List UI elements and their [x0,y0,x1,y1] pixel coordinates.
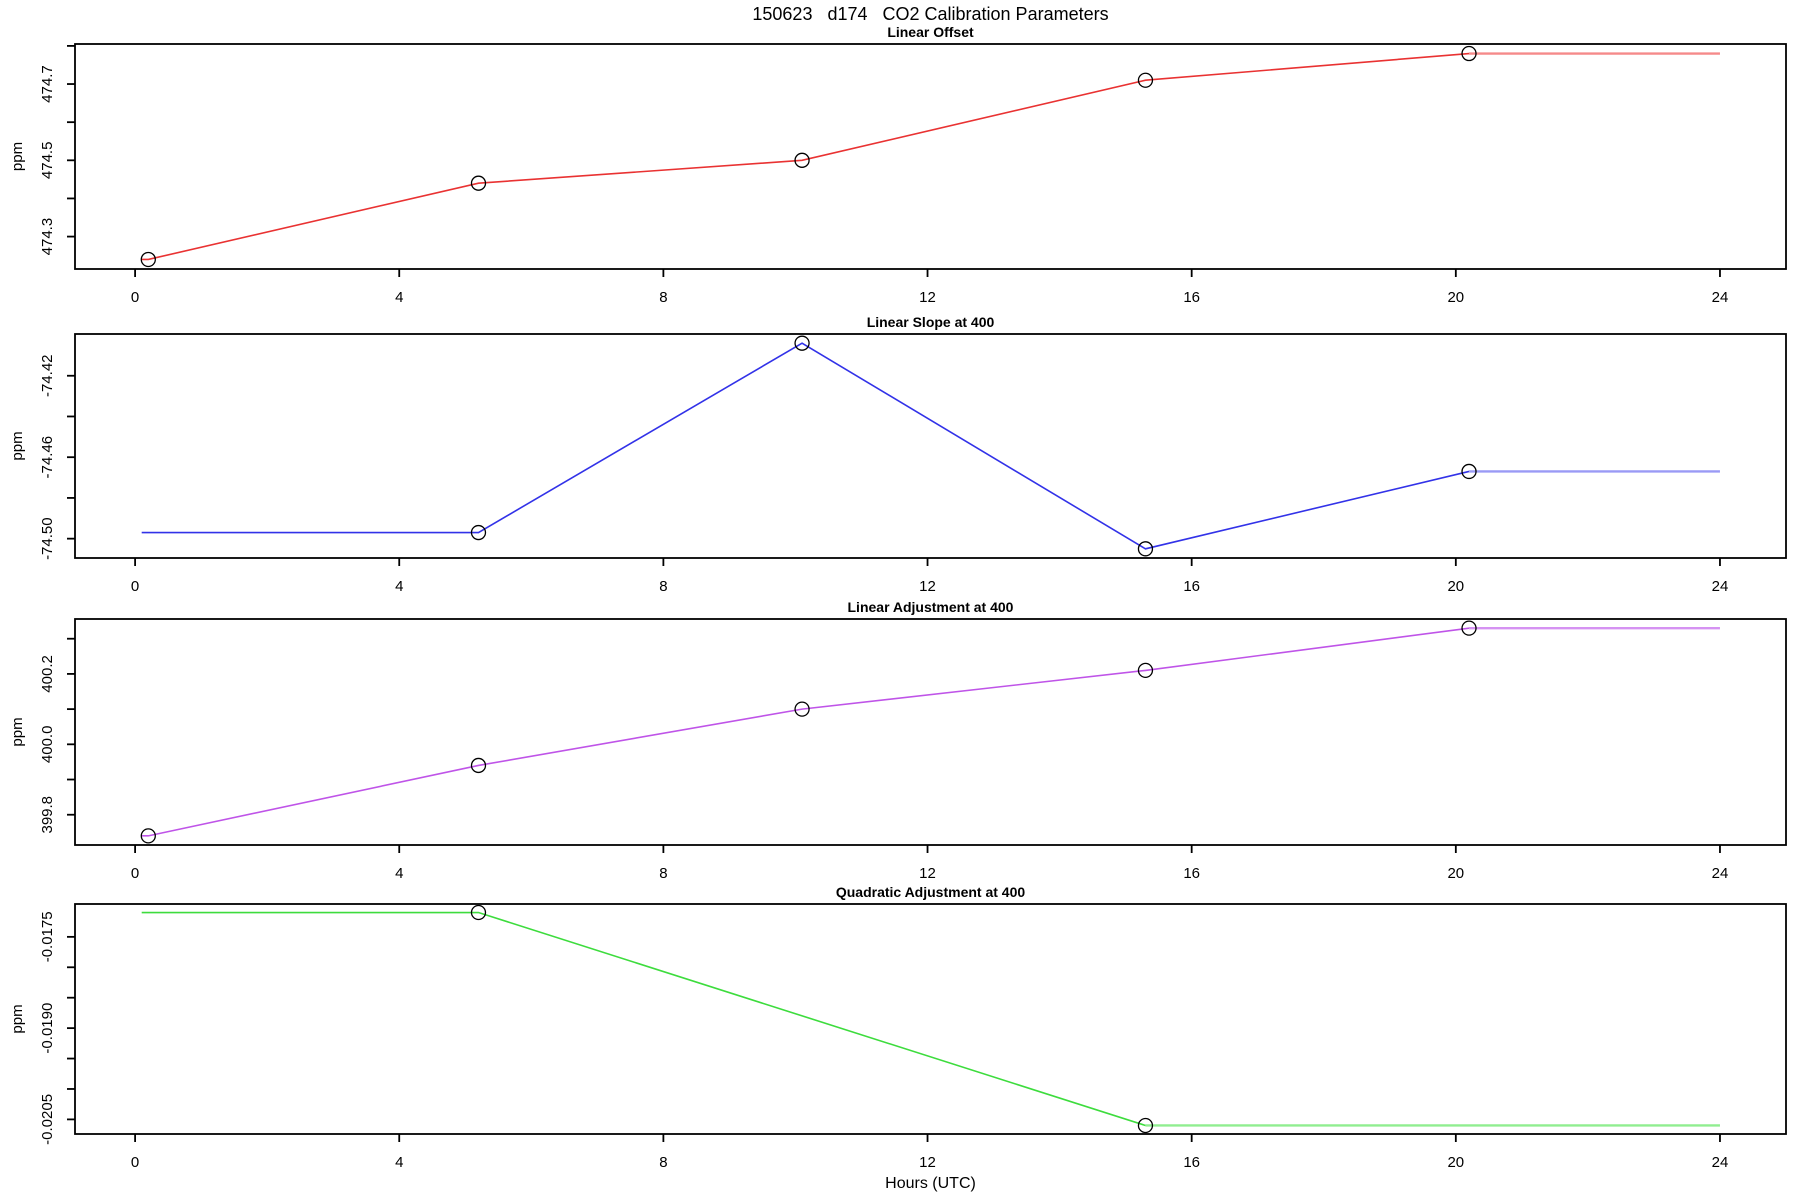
series-line [141,342,1470,550]
y-tick-label: -74.42 [39,354,56,397]
x-tick-label: 24 [1712,1154,1729,1171]
x-tick-label: 20 [1447,1154,1464,1171]
x-tick-label: 4 [395,289,403,306]
x-tick-label: 24 [1712,865,1729,882]
data-point-marker [1137,72,1154,88]
x-tick-label: 16 [1183,1154,1200,1171]
data-point-marker [470,757,487,774]
y-tick-label: -74.46 [39,436,56,479]
series-line [141,52,1470,261]
data-point-marker [470,524,487,541]
x-tick-label: 20 [1447,289,1464,306]
series-line [141,911,1146,1127]
y-tick-label: 399.8 [39,796,56,834]
x-tick-label: 4 [395,1154,403,1171]
x-tick-label: 0 [131,1154,139,1171]
panel-border [74,903,1787,1135]
x-tick-label: 12 [919,1154,936,1171]
y-tick-label: -0.0190 [39,1003,56,1054]
figure-title: 150623 d174 CO2 Calibration Parameters [752,4,1108,24]
data-point-marker [1461,620,1477,636]
data-point-marker [1137,662,1154,679]
y-tick-label: -0.0205 [39,1094,56,1145]
data-point-marker [1461,45,1477,62]
x-tick-label: 16 [1183,865,1200,882]
panel-border [74,333,1787,559]
y-tick-label: 400.0 [39,726,56,764]
series-line [141,627,1470,837]
y-axis-title: ppm [9,142,26,171]
x-tick-label: 24 [1712,289,1729,306]
data-point-marker [470,904,487,921]
y-tick-label: 474.7 [39,65,56,103]
y-axis-title: ppm [9,717,26,746]
x-tick-label: 16 [1183,578,1200,595]
x-tick-label: 0 [131,289,139,306]
x-tick-label: 8 [659,289,667,306]
panel-title: Linear Slope at 400 [867,314,995,330]
y-axis-title: ppm [9,431,26,460]
data-point-marker [1461,463,1477,480]
x-tick-label: 16 [1183,289,1200,306]
y-tick-label: 474.5 [39,142,56,180]
y-tick-label: 400.2 [39,655,56,693]
panel-border [74,618,1787,846]
data-point-marker [794,701,810,717]
data-point-marker [140,251,156,268]
x-tick-label: 8 [659,865,667,882]
x-tick-label: 8 [659,1154,667,1171]
panel-border [74,43,1787,270]
y-tick-label: -74.50 [39,517,56,560]
x-tick-label: 0 [131,865,139,882]
data-point-marker [1137,541,1154,557]
x-tick-label: 24 [1712,578,1729,595]
y-tick-label: -0.0175 [39,911,56,962]
x-tick-label: 8 [659,578,667,595]
y-axis-title: ppm [9,1004,26,1033]
x-tick-label: 12 [919,865,936,882]
data-point-marker [1137,1117,1154,1134]
x-axis-title: Hours (UTC) [885,1175,976,1192]
x-tick-label: 20 [1447,865,1464,882]
panel-title: Quadratic Adjustment at 400 [836,884,1026,900]
x-tick-label: 12 [919,289,936,306]
panel-title: Linear Offset [887,24,974,40]
data-point-marker [470,175,487,191]
x-tick-label: 20 [1447,578,1464,595]
panel-title: Linear Adjustment at 400 [848,599,1014,615]
x-tick-label: 12 [919,578,936,595]
data-point-marker [794,152,810,168]
data-point-marker [140,828,156,844]
x-tick-label: 4 [395,865,403,882]
y-tick-label: 474.3 [39,218,56,256]
x-tick-label: 4 [395,578,403,595]
x-tick-label: 0 [131,578,139,595]
data-point-marker [794,335,810,351]
